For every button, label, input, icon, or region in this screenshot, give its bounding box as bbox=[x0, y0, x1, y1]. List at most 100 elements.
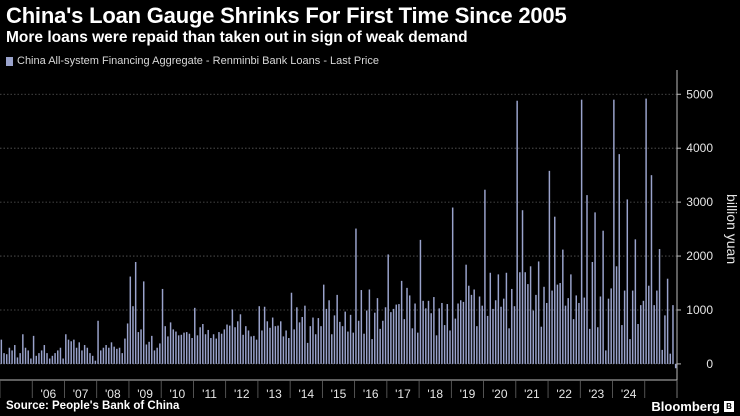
bar bbox=[411, 328, 414, 364]
bar bbox=[288, 338, 290, 364]
bar bbox=[65, 334, 67, 364]
bar bbox=[282, 336, 285, 364]
bar bbox=[349, 314, 352, 364]
bar bbox=[5, 354, 8, 364]
x-tick-label: '15 bbox=[331, 387, 347, 398]
bar bbox=[239, 314, 242, 364]
bar bbox=[648, 285, 650, 364]
bar bbox=[258, 306, 260, 364]
bar bbox=[341, 326, 344, 364]
bar bbox=[613, 99, 615, 364]
bar bbox=[293, 329, 295, 364]
bar bbox=[572, 319, 575, 364]
bar bbox=[545, 302, 548, 364]
bar bbox=[40, 350, 43, 364]
x-tick-label: '20 bbox=[492, 387, 508, 398]
bar bbox=[142, 281, 145, 364]
y-tick-label: 4000 bbox=[686, 141, 713, 155]
source-note: Source: People's Bank of China bbox=[6, 400, 180, 412]
bar bbox=[220, 333, 223, 364]
bar bbox=[169, 322, 172, 364]
bar bbox=[586, 195, 588, 364]
bar bbox=[567, 298, 569, 364]
bar bbox=[226, 324, 228, 364]
bar bbox=[623, 290, 626, 364]
bar bbox=[148, 341, 150, 364]
y-axis-label: billion yuan bbox=[724, 194, 740, 264]
bar bbox=[468, 285, 470, 364]
x-tick-label: '09 bbox=[137, 387, 153, 398]
bar bbox=[14, 345, 16, 364]
bar bbox=[631, 290, 634, 364]
x-tick-label: '18 bbox=[427, 387, 443, 398]
y-tick-label: 1000 bbox=[686, 303, 713, 317]
x-tick-label: '10 bbox=[169, 387, 185, 398]
bar bbox=[38, 353, 40, 364]
bar bbox=[245, 326, 247, 364]
bar bbox=[255, 339, 258, 364]
bar bbox=[387, 254, 389, 364]
bar bbox=[355, 228, 357, 364]
bar bbox=[653, 305, 655, 364]
x-tick-label: '16 bbox=[363, 387, 379, 398]
bar bbox=[365, 310, 368, 364]
bar bbox=[559, 283, 561, 364]
bar bbox=[250, 336, 252, 364]
bar bbox=[57, 350, 59, 364]
bar bbox=[73, 339, 75, 364]
bar bbox=[94, 360, 97, 364]
bar bbox=[427, 300, 430, 364]
bar bbox=[521, 210, 524, 364]
bar bbox=[116, 348, 118, 364]
bar bbox=[328, 300, 330, 364]
bar bbox=[674, 363, 677, 369]
bar bbox=[16, 357, 19, 364]
bar bbox=[406, 287, 408, 364]
bar bbox=[548, 170, 551, 364]
brand-mark-icon: B bbox=[724, 401, 734, 412]
x-tick-label: '14 bbox=[298, 387, 314, 398]
x-tick-label: '13 bbox=[266, 387, 282, 398]
bar bbox=[134, 261, 137, 364]
bar bbox=[159, 343, 161, 364]
bar bbox=[140, 329, 142, 364]
bar bbox=[306, 342, 309, 364]
x-tick-label: '23 bbox=[589, 387, 605, 398]
bar bbox=[91, 355, 94, 364]
x-tick-label: '19 bbox=[460, 387, 476, 398]
bar bbox=[153, 350, 156, 364]
bar bbox=[368, 289, 371, 364]
bar bbox=[666, 278, 669, 364]
bar bbox=[253, 335, 255, 364]
bar bbox=[54, 353, 56, 364]
bar bbox=[408, 295, 411, 364]
bar bbox=[22, 334, 24, 364]
bar bbox=[347, 331, 349, 364]
bar bbox=[597, 327, 599, 364]
bar bbox=[532, 310, 535, 364]
bar bbox=[505, 272, 508, 364]
bar bbox=[202, 324, 204, 364]
bar bbox=[62, 358, 64, 364]
bar bbox=[83, 345, 86, 364]
bar bbox=[137, 332, 140, 364]
bar bbox=[105, 345, 107, 364]
bar bbox=[500, 306, 502, 364]
x-tick-label: '11 bbox=[202, 387, 217, 398]
bar bbox=[578, 302, 580, 364]
bar bbox=[446, 304, 449, 364]
bar bbox=[527, 284, 529, 364]
bar bbox=[438, 308, 440, 364]
bar bbox=[492, 308, 494, 364]
bar bbox=[231, 309, 234, 364]
x-tick-label: '17 bbox=[395, 387, 411, 398]
bar bbox=[3, 353, 5, 364]
bar bbox=[339, 321, 341, 364]
bar bbox=[274, 326, 277, 364]
bar bbox=[177, 335, 180, 364]
bar bbox=[400, 280, 403, 364]
bar bbox=[605, 350, 607, 364]
bar bbox=[118, 347, 121, 364]
y-tick-label: 2000 bbox=[686, 249, 713, 263]
bar bbox=[379, 328, 381, 364]
